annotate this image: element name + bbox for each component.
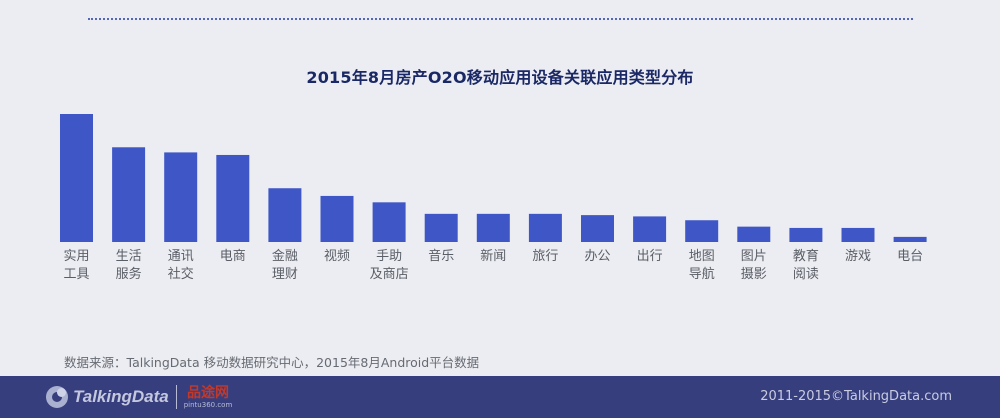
footer-bar: TalkingData 品途网 pintu360.com 2011-2015©T… [0,376,1000,418]
bar-3 [216,154,250,242]
talkingdata-logo-text: TalkingData [73,387,169,406]
category-label-4: 金融理财 [272,248,298,282]
source-note: 数据来源：TalkingData 移动数据研究中心，2015年8月Android… [64,355,480,370]
category-label-15: 游戏 [845,249,871,264]
category-label-12: 地图导航 [689,249,715,282]
category-label-14: 教育阅读 [793,248,819,282]
bar-10 [581,215,614,242]
category-label-13: 图片摄影 [741,249,767,282]
logo-divider [175,385,177,409]
talkingdata-logo-icon [46,386,68,408]
category-label-9: 旅行 [532,249,558,264]
category-label-10: 办公 [584,249,610,264]
category-label-3: 电商 [220,249,246,264]
bar-15 [841,227,875,242]
category-label-2: 通讯社交 [168,249,194,282]
bar-16 [893,236,927,242]
category-label-16: 电台 [897,249,923,264]
bar-5 [320,195,354,242]
category-label-7: 音乐 [428,248,454,264]
partner-name: 品途网 [187,384,229,401]
bar-11 [633,216,667,242]
category-label-11: 出行 [637,249,663,264]
bar-4 [268,188,302,242]
copyright-text[interactable]: 2011-2015©TalkingData.com [760,389,952,404]
category-label-6: 手助及商店 [370,249,409,282]
talkingdata-logo[interactable]: TalkingData 品途网 pintu360.com [46,385,232,409]
bar-6 [372,202,406,242]
bar-2 [164,152,198,242]
category-label-5: 视频 [324,249,350,264]
bar-7 [424,213,458,242]
partner-url: pintu360.com [183,400,233,409]
partner-logo: 品途网 pintu360.com [184,386,233,409]
bar-8 [476,213,510,242]
bar-14 [789,227,823,242]
bar-12 [685,220,719,242]
top-dotted-rule [88,18,913,20]
bar-1 [112,147,146,242]
bar-9 [528,213,562,242]
category-label-0: 实用工具 [63,249,89,282]
category-label-8: 新闻 [480,248,506,264]
category-label-1: 生活服务 [116,249,142,282]
bar-13 [737,226,771,242]
chart-title: 2015年8月房产O2O移动应用设备关联应用类型分布 [306,68,694,87]
bar-0 [60,114,93,242]
